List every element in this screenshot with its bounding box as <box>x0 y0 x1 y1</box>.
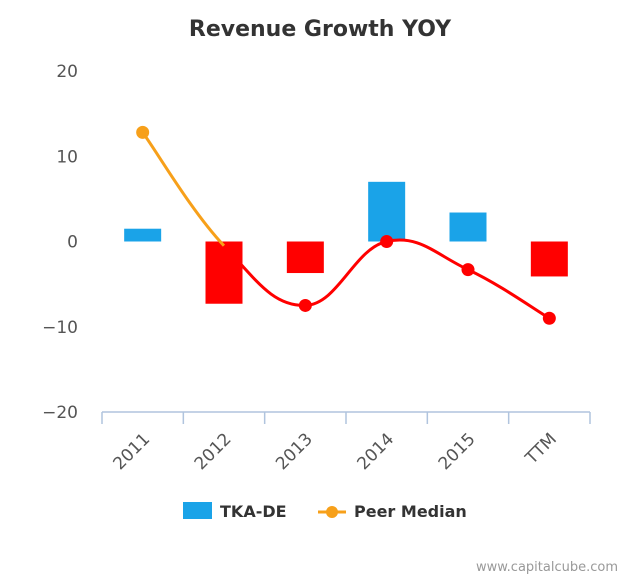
peer-median-segment <box>141 131 226 247</box>
bar-series-tka-de <box>124 181 568 304</box>
legend[interactable]: TKA-DE Peer Median <box>183 502 467 521</box>
peer-median-segment <box>305 240 388 307</box>
peer-median-segment <box>386 238 469 271</box>
peer-median-point-ttm[interactable] <box>542 311 556 325</box>
peer-median-point-2015[interactable] <box>461 263 475 277</box>
x-tick-label: 2014 <box>353 429 398 474</box>
legend-label-peer-median: Peer Median <box>354 502 467 521</box>
y-tick-label: 20 <box>56 62 78 82</box>
bar-2014[interactable] <box>368 181 406 242</box>
bar-2012[interactable] <box>205 241 243 304</box>
x-tick-label: 2011 <box>109 429 154 474</box>
credit-text: www.capitalcube.com <box>476 560 618 575</box>
x-axis: 2011 2012 2013 2014 2015 TTM <box>101 411 591 474</box>
peer-median-segment <box>467 268 551 320</box>
bar-2011[interactable] <box>124 228 162 242</box>
y-tick-label: 10 <box>56 147 78 167</box>
peer-median-point-2011[interactable] <box>136 125 150 139</box>
peer-median-point-2013[interactable] <box>298 298 312 312</box>
chart-title: Revenue Growth YOY <box>189 17 452 42</box>
y-tick-label: −20 <box>42 403 78 423</box>
y-tick-label: 0 <box>67 233 78 253</box>
bar-2015[interactable] <box>449 212 487 242</box>
legend-swatch-tka-de <box>183 502 212 519</box>
x-tick-label: TTM <box>521 429 561 469</box>
legend-label-tka-de: TKA-DE <box>220 502 287 521</box>
peer-median-point-2014[interactable] <box>380 235 394 248</box>
y-axis: 20 10 0 −10 −20 <box>42 62 78 423</box>
peer-median-segment <box>222 244 306 307</box>
bar-2013[interactable] <box>286 241 324 274</box>
line-series-peer-median <box>136 125 556 325</box>
legend-marker-peer-median <box>326 506 338 518</box>
bar-ttm[interactable] <box>530 241 568 277</box>
x-tick-label: 2015 <box>435 429 480 474</box>
y-tick-label: −10 <box>42 318 78 338</box>
x-tick-label: 2012 <box>191 429 236 474</box>
x-tick-label: 2013 <box>272 429 317 474</box>
